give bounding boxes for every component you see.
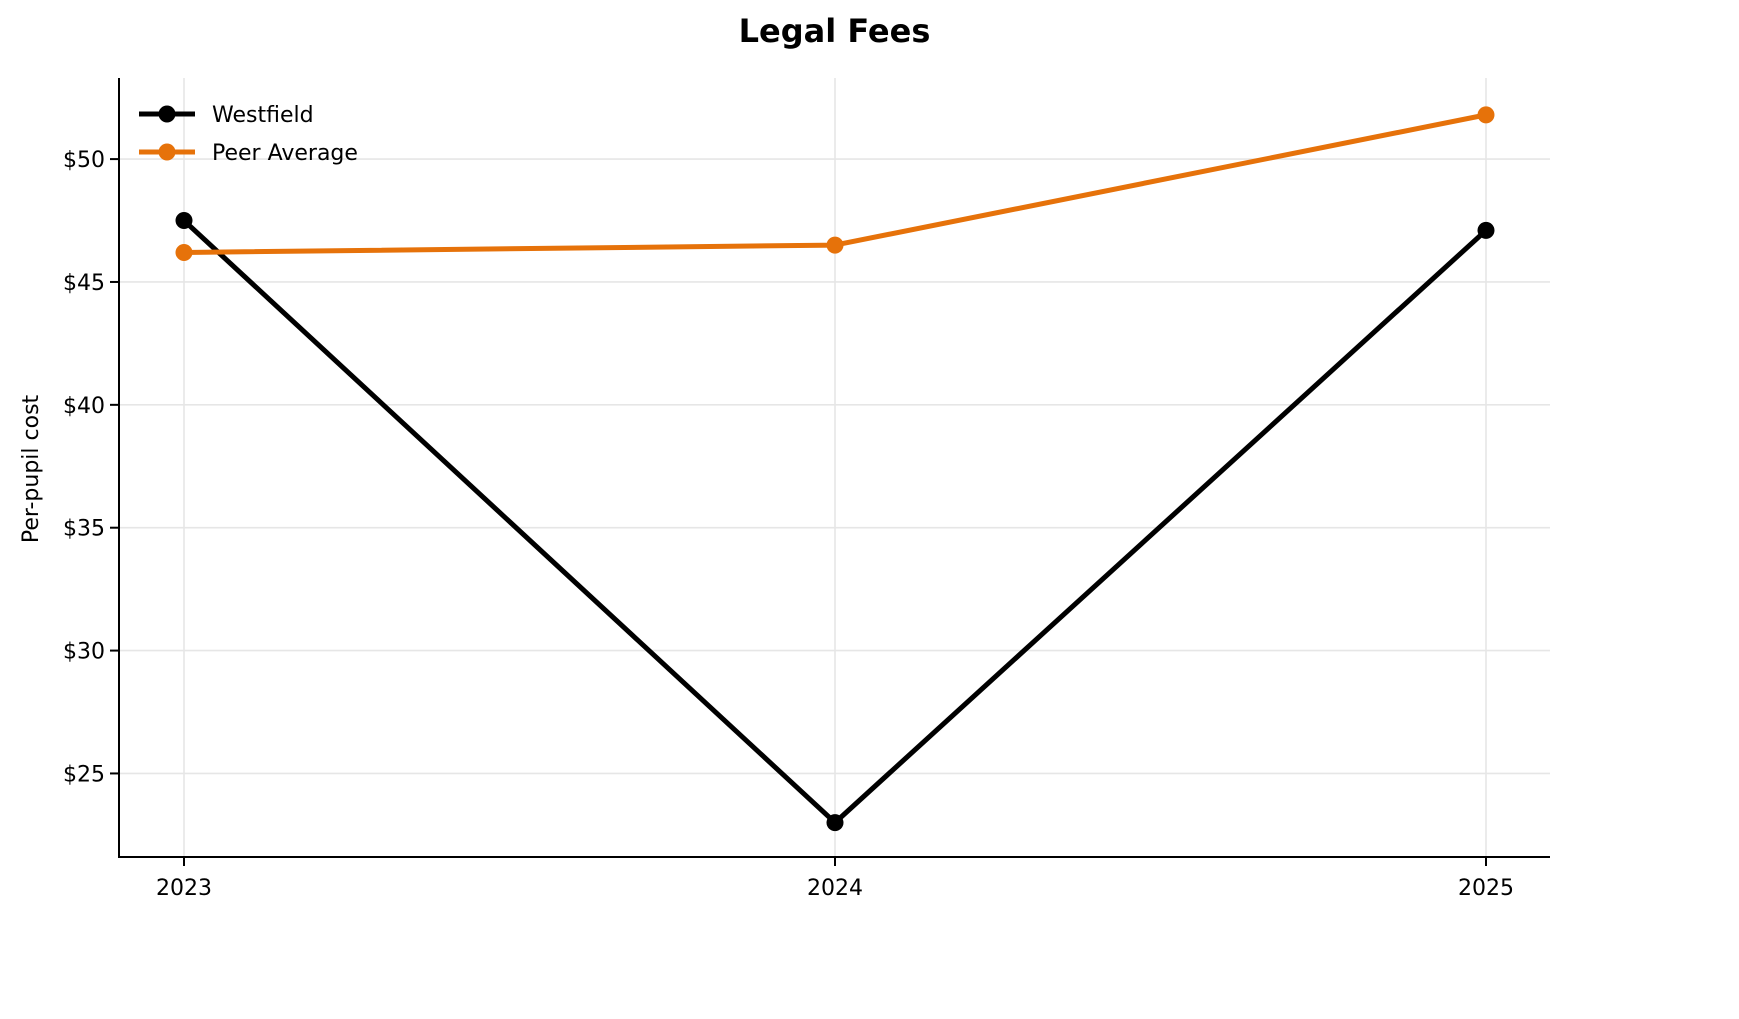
data-point <box>826 236 844 254</box>
y-tick-label: $45 <box>63 271 105 296</box>
axes <box>118 78 1550 858</box>
y-axis-label: Per-pupil cost <box>19 394 44 543</box>
legend-label: Peer Average <box>212 141 358 166</box>
x-tick-label: 2025 <box>1458 876 1514 901</box>
gridlines <box>119 78 1550 857</box>
data-point <box>175 212 193 230</box>
series-westfield <box>175 212 1495 832</box>
y-tick-label: $30 <box>63 640 105 665</box>
legend-marker <box>158 143 176 161</box>
y-tick-label: $25 <box>63 762 105 787</box>
y-tick-label: $50 <box>63 148 105 173</box>
y-tick-label: $40 <box>63 394 105 419</box>
chart-title: Legal Fees <box>738 12 931 50</box>
series-peer-average <box>175 106 1495 261</box>
data-point <box>826 814 844 832</box>
data-series <box>175 106 1495 832</box>
x-tick-label: 2024 <box>807 876 863 901</box>
legend-marker <box>158 105 176 123</box>
y-tick-label: $35 <box>63 517 105 542</box>
data-point <box>1477 106 1495 124</box>
x-axis-ticks: 2023 2024 2025 <box>156 857 1514 901</box>
data-point <box>175 243 193 261</box>
legend-item: Westfield <box>139 103 314 128</box>
legend: Westfield Peer Average <box>139 103 358 166</box>
data-point <box>1477 221 1495 239</box>
legend-label: Westfield <box>212 103 314 128</box>
y-axis-ticks: $25 $30 $35 $40 $45 $50 <box>63 148 119 787</box>
x-tick-label: 2023 <box>156 876 212 901</box>
legend-item: Peer Average <box>139 141 358 166</box>
